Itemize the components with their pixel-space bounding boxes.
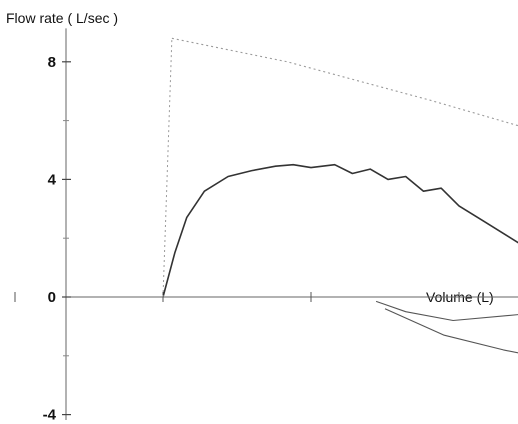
series-layer <box>162 37 518 354</box>
y-tick-label: 8 <box>48 54 56 71</box>
series-measured-expiratory <box>162 163 518 298</box>
y-tick-label: -4 <box>43 407 57 424</box>
tick-labels: 8 4 0 -4 <box>43 54 57 424</box>
y-axis-title: Flow rate ( L/sec ) <box>6 10 118 26</box>
y-tick-label: 4 <box>48 171 57 188</box>
predicted-rise-line <box>162 38 173 298</box>
axes <box>14 28 518 420</box>
series-predicted <box>171 37 518 127</box>
series-measured-inspiratory <box>375 300 518 354</box>
y-tick-label: 0 <box>48 289 56 306</box>
